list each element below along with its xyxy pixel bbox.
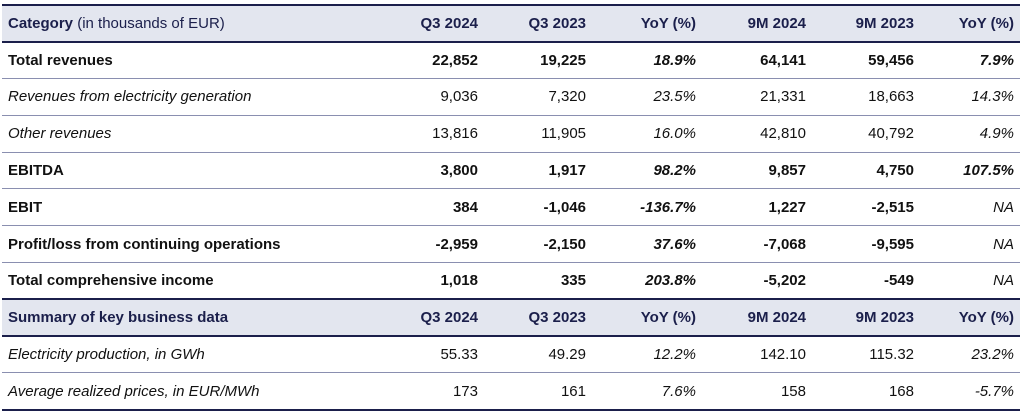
table-row-comprehensive-income: Total comprehensive income 1,018 335 203… [2,263,1020,300]
cell-yoy-9m: -5.7% [974,382,1014,400]
cell-9m-2023: -9,595 [871,235,914,253]
table-row-total-revenues: Total revenues 22,852 19,225 18.9% 64,14… [2,42,1020,79]
cell-q3-2023: 7,320 [548,88,586,106]
table-row-revenues-electricity: Revenues from electricity generation 9,0… [2,79,1020,116]
cell-yoy-9m: 107.5% [963,162,1014,180]
table-header-row: Category (in thousands of EUR) Q3 2024 Q… [2,5,1020,42]
cell-9m-2024: 1,227 [768,198,806,216]
row-label: EBITDA [8,162,64,180]
header-col: 9M 2023 [855,14,914,32]
subheader-category: Summary of key business data [8,309,229,327]
subheader-col: YoY (%) [958,309,1014,327]
cell-yoy-q3: -136.7% [640,198,696,216]
cell-q3-2023: 1,917 [548,162,586,180]
cell-q3-2023: 161 [560,382,586,400]
cell-q3-2024: 55.33 [440,346,478,364]
subheader-col: 9M 2024 [747,309,806,327]
cell-yoy-9m: NA [993,198,1014,216]
subheader-col: 9M 2023 [855,309,914,327]
cell-9m-2024: -5,202 [763,272,806,290]
row-label: Revenues from electricity generation [8,88,252,106]
header-col: 9M 2024 [747,14,806,32]
cell-q3-2024: -2,959 [435,235,478,253]
cell-yoy-9m: NA [993,272,1014,290]
cell-yoy-q3: 23.5% [653,88,696,106]
cell-yoy-q3: 7.6% [661,382,696,400]
cell-9m-2024: 142.10 [760,346,806,364]
cell-yoy-q3: 18.9% [653,51,696,69]
header-category: Category (in thousands of EUR) [2,5,382,42]
cell-9m-2024: 64,141 [760,51,806,69]
table-row-ebitda: EBITDA 3,800 1,917 98.2% 9,857 4,750 107… [2,152,1020,189]
row-label: Total revenues [8,51,113,69]
subheader-col: Q3 2024 [420,309,478,327]
cell-q3-2024: 9,036 [440,88,478,106]
cell-9m-2023: 59,456 [868,51,914,69]
header-col: YoY (%) [958,14,1014,32]
cell-q3-2024: 173 [452,382,478,400]
header-col: YoY (%) [640,14,696,32]
header-col: Q3 2023 [528,14,586,32]
cell-q3-2023: 49.29 [548,346,586,364]
cell-q3-2023: 335 [560,272,586,290]
table-subheader-row: Summary of key business data Q3 2024 Q3 … [2,299,1020,337]
cell-yoy-q3: 98.2% [653,162,696,180]
cell-yoy-9m: 14.3% [971,88,1014,106]
cell-q3-2024: 13,816 [432,125,478,143]
cell-9m-2023: 4,750 [876,162,914,180]
header-category-label: Category [8,14,74,32]
cell-9m-2024: -7,068 [763,235,806,253]
cell-yoy-9m: NA [993,235,1014,253]
cell-9m-2023: 168 [888,382,914,400]
cell-q3-2024: 1,018 [440,272,478,290]
cell-9m-2023: 115.32 [869,346,914,364]
cell-q3-2023: 19,225 [540,51,586,69]
subheader-col: YoY (%) [640,309,696,327]
financial-table-container: Category (in thousands of EUR) Q3 2024 Q… [2,4,1020,411]
cell-q3-2023: -2,150 [543,235,586,253]
cell-9m-2023: 18,663 [868,88,914,106]
header-col: Q3 2024 [420,14,478,32]
header-category-note: (in thousands of EUR) [77,14,225,32]
cell-yoy-q3: 37.6% [653,235,696,253]
cell-9m-2024: 21,331 [760,88,806,106]
cell-yoy-q3: 12.2% [653,346,696,364]
row-label: Total comprehensive income [8,272,214,290]
cell-q3-2024: 384 [452,198,478,216]
cell-9m-2024: 158 [780,382,806,400]
cell-yoy-9m: 4.9% [979,125,1014,143]
table-row-electricity-production: Electricity production, in GWh 55.33 49.… [2,336,1020,373]
cell-9m-2023: -2,515 [871,198,914,216]
cell-9m-2023: 40,792 [868,125,914,143]
row-label: Other revenues [8,125,112,143]
cell-yoy-q3: 203.8% [645,272,696,290]
cell-9m-2023: -549 [883,272,914,290]
cell-yoy-9m: 7.9% [979,51,1014,69]
cell-9m-2024: 9,857 [768,162,806,180]
table-row-average-prices: Average realized prices, in EUR/MWh 173 … [2,373,1020,410]
table-row-other-revenues: Other revenues 13,816 11,905 16.0% 42,81… [2,115,1020,153]
row-label: Average realized prices, in EUR/MWh [8,382,260,400]
row-label: Electricity production, in GWh [8,346,205,364]
row-label: Profit/loss from continuing operations [8,235,281,253]
table-row-profit-loss: Profit/loss from continuing operations -… [2,226,1020,263]
cell-q3-2023: -1,046 [543,198,586,216]
cell-q3-2024: 3,800 [440,162,478,180]
cell-q3-2024: 22,852 [432,51,478,69]
cell-yoy-q3: 16.0% [653,125,696,143]
cell-yoy-9m: 23.2% [971,346,1014,364]
subheader-col: Q3 2023 [528,309,586,327]
row-label: EBIT [8,198,43,216]
table-row-ebit: EBIT 384 -1,046 -136.7% 1,227 -2,515 NA [2,189,1020,226]
cell-q3-2023: 11,905 [541,125,586,143]
financial-summary-table: Category (in thousands of EUR) Q3 2024 Q… [2,4,1020,411]
cell-9m-2024: 42,810 [760,125,806,143]
